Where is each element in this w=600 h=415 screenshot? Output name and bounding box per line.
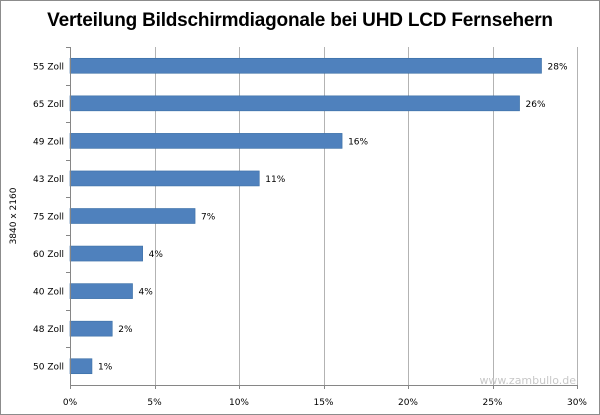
data-label: 11% xyxy=(265,175,285,185)
data-label: 16% xyxy=(348,137,368,147)
category-label: 48 Zoll xyxy=(33,325,64,335)
bar xyxy=(69,320,113,337)
category-label: 60 Zoll xyxy=(33,250,64,260)
watermark-text: www.zambullo.de xyxy=(479,374,576,387)
category-label: 55 Zoll xyxy=(33,62,64,72)
bar xyxy=(69,283,133,299)
x-tick-label: 20% xyxy=(398,398,418,408)
bar xyxy=(69,208,196,224)
bar xyxy=(69,170,260,187)
x-tick-label: 10% xyxy=(229,398,249,408)
category-label: 75 Zoll xyxy=(33,213,64,223)
data-label: 28% xyxy=(548,62,568,72)
chart-title: Verteilung Bildschirmdiagonale bei UHD L… xyxy=(47,10,553,31)
category-label: 49 Zoll xyxy=(33,137,64,147)
bar xyxy=(69,95,520,112)
category-label: 65 Zoll xyxy=(33,100,64,110)
bar xyxy=(69,358,93,375)
x-tick-label: 30% xyxy=(567,398,587,408)
data-label: 4% xyxy=(139,288,154,298)
bar xyxy=(69,133,343,149)
category-label: 50 Zoll xyxy=(33,363,64,373)
data-label: 7% xyxy=(201,213,216,223)
x-tick-label: 15% xyxy=(313,398,333,408)
data-label: 4% xyxy=(149,250,164,260)
data-label: 26% xyxy=(526,100,546,110)
x-tick-label: 0% xyxy=(63,398,78,408)
y-axis-title: 3840 x 2160 xyxy=(9,187,19,244)
category-label: 43 Zoll xyxy=(33,175,64,185)
data-label: 2% xyxy=(118,325,133,335)
bar xyxy=(69,57,542,74)
x-tick-label: 5% xyxy=(147,398,162,408)
x-tick-label: 25% xyxy=(482,398,502,408)
category-label: 40 Zoll xyxy=(33,288,64,298)
data-label: 1% xyxy=(98,363,113,373)
bar xyxy=(69,245,143,262)
